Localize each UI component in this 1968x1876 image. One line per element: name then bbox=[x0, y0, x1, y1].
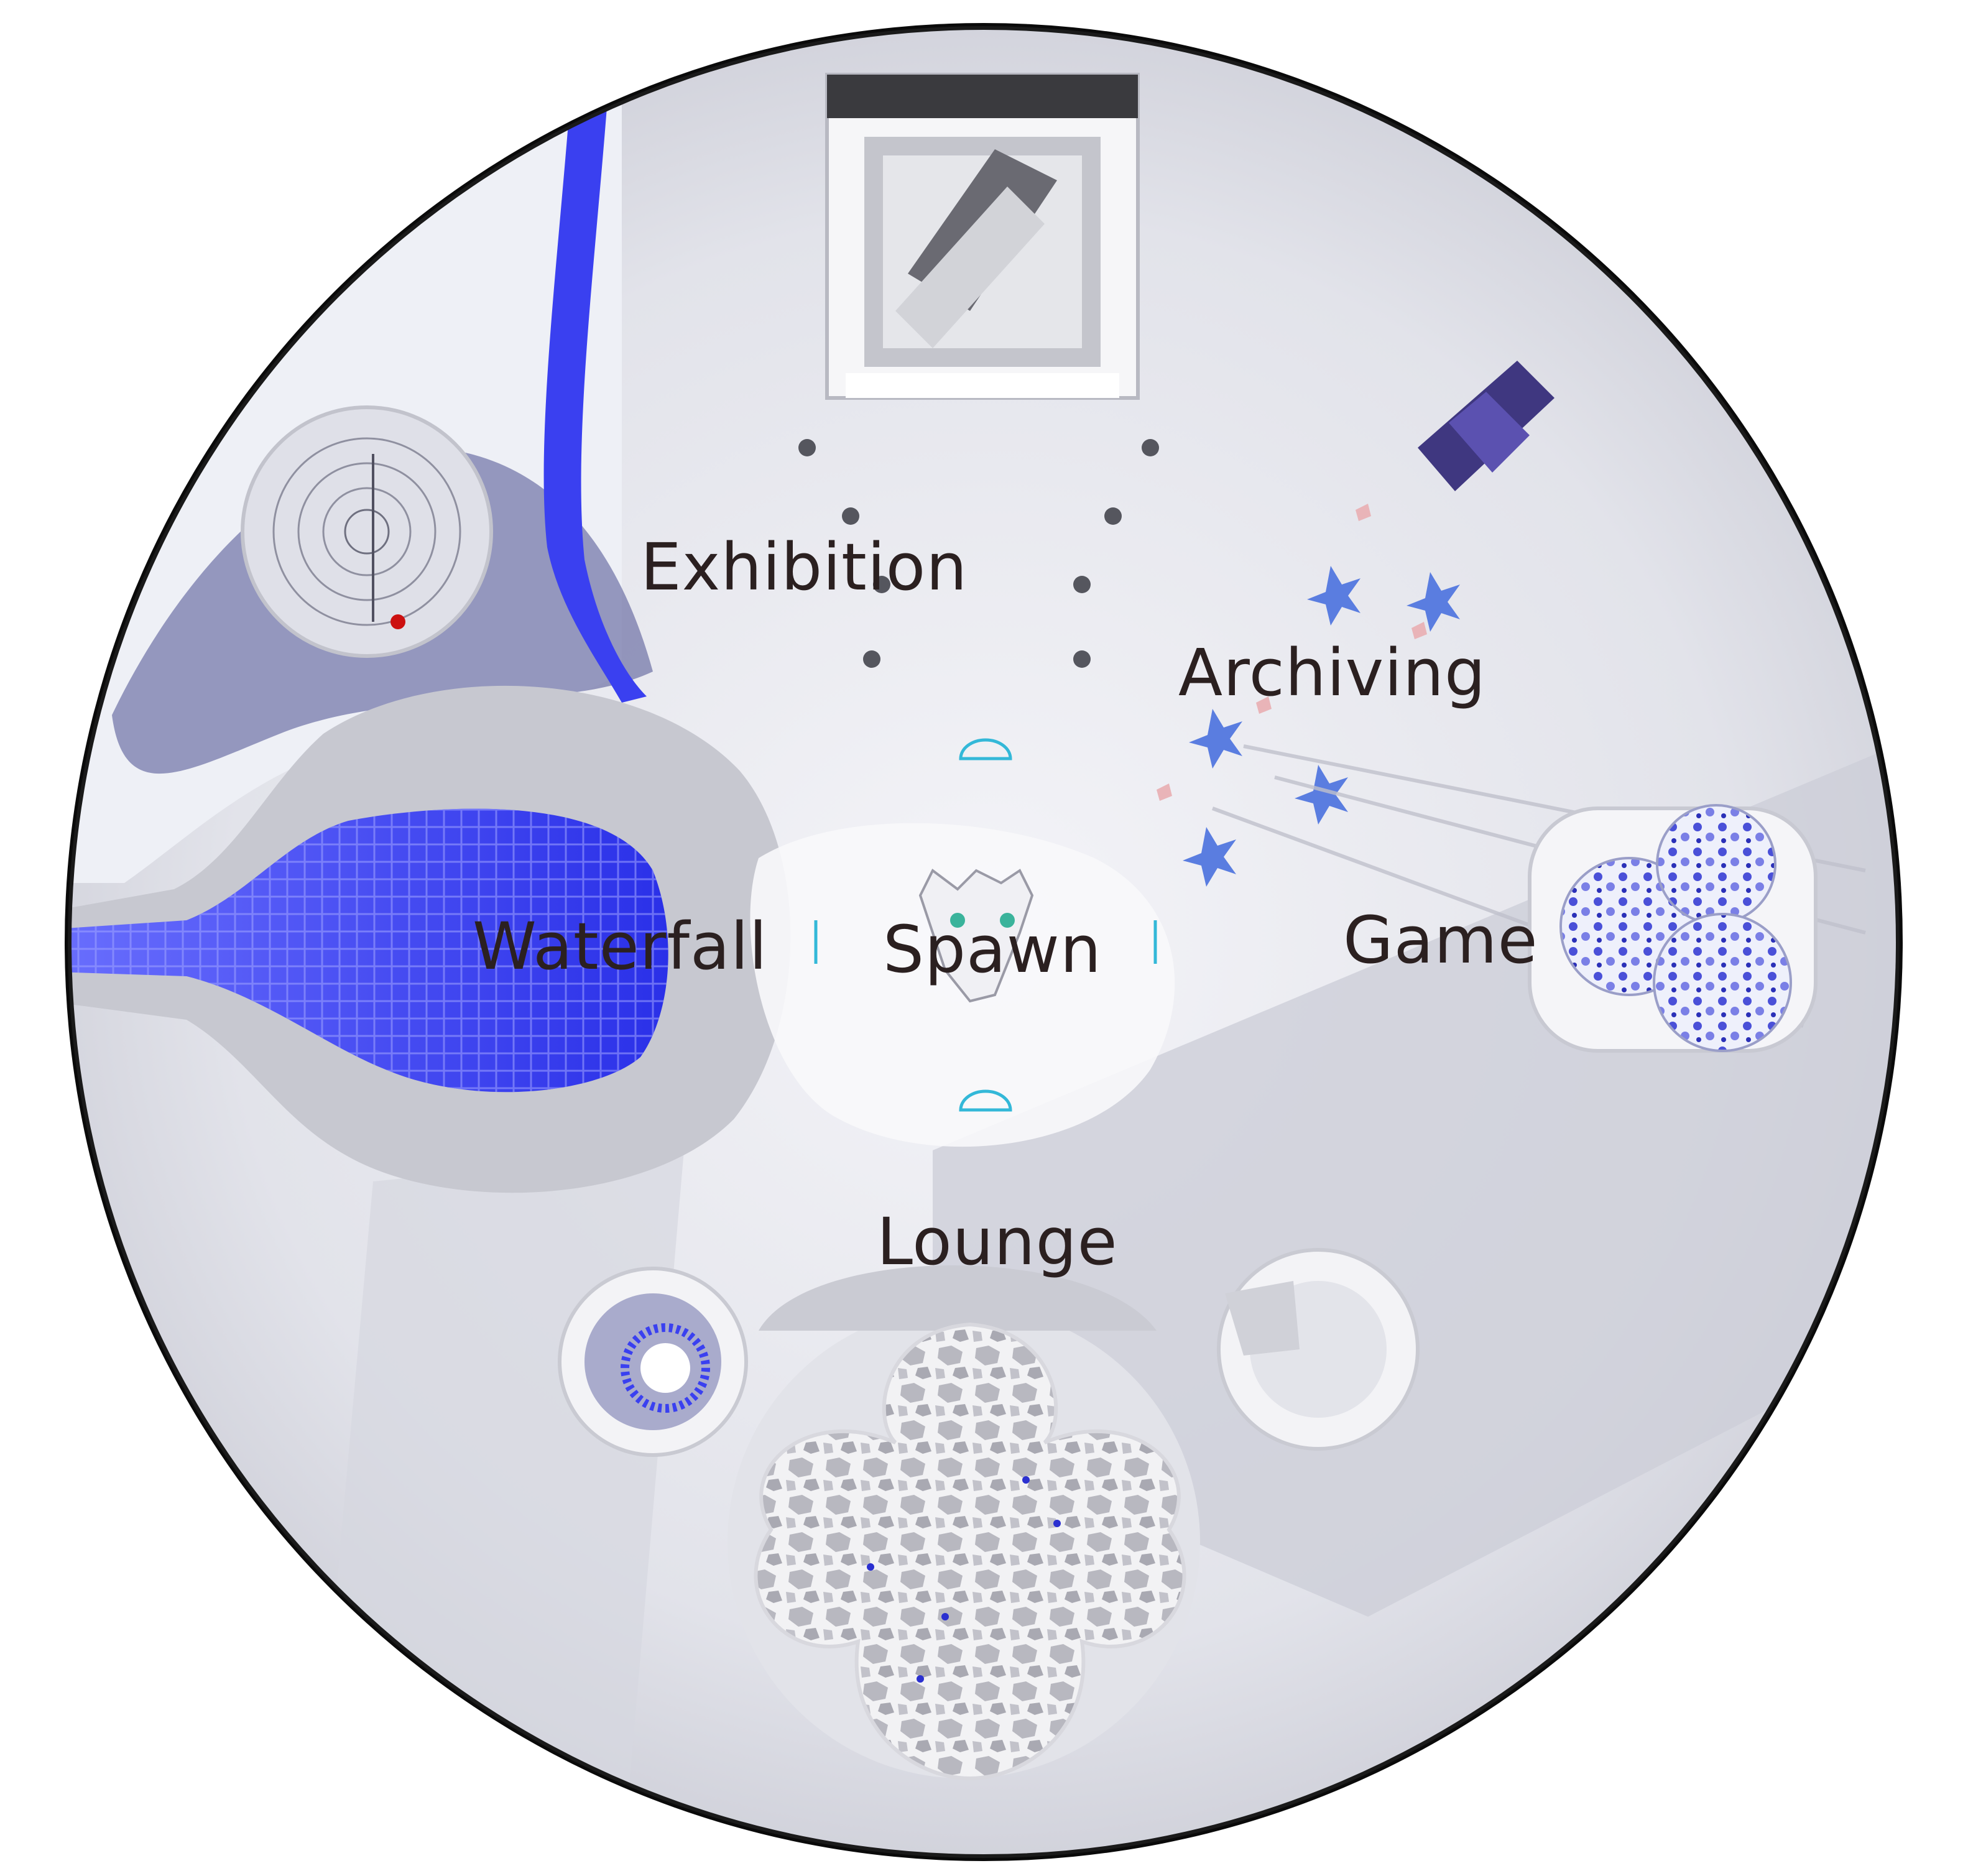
purple-box-icon bbox=[1418, 361, 1555, 491]
zone-label-archiving: Archiving bbox=[1178, 635, 1486, 711]
zone-label-spawn: Spawn bbox=[883, 912, 1102, 987]
game-pod bbox=[1528, 804, 1818, 1053]
zone-label-game: Game bbox=[1343, 902, 1538, 978]
exhibition-spiral-pool bbox=[241, 405, 493, 658]
zone-label-exhibition: Exhibition bbox=[640, 529, 968, 605]
archive-shards bbox=[1157, 504, 1427, 801]
water-channel bbox=[543, 75, 647, 703]
waterfall-basin bbox=[70, 685, 791, 1193]
zone-label-waterfall: Waterfall bbox=[473, 908, 768, 984]
zone-label-lounge: Lounge bbox=[877, 1204, 1118, 1280]
geodesic-sphere-icon bbox=[1559, 804, 1792, 1052]
lattice-flower-icon bbox=[754, 1322, 1186, 1781]
archive-star-markers bbox=[1183, 566, 1460, 887]
map-rim-edge bbox=[68, 26, 1900, 1858]
floor-shadow-left bbox=[311, 1150, 684, 1856]
exhibition-easels bbox=[798, 439, 1159, 668]
exhibition-pavilion bbox=[825, 73, 1140, 400]
cat-face-icon bbox=[918, 868, 1034, 1003]
